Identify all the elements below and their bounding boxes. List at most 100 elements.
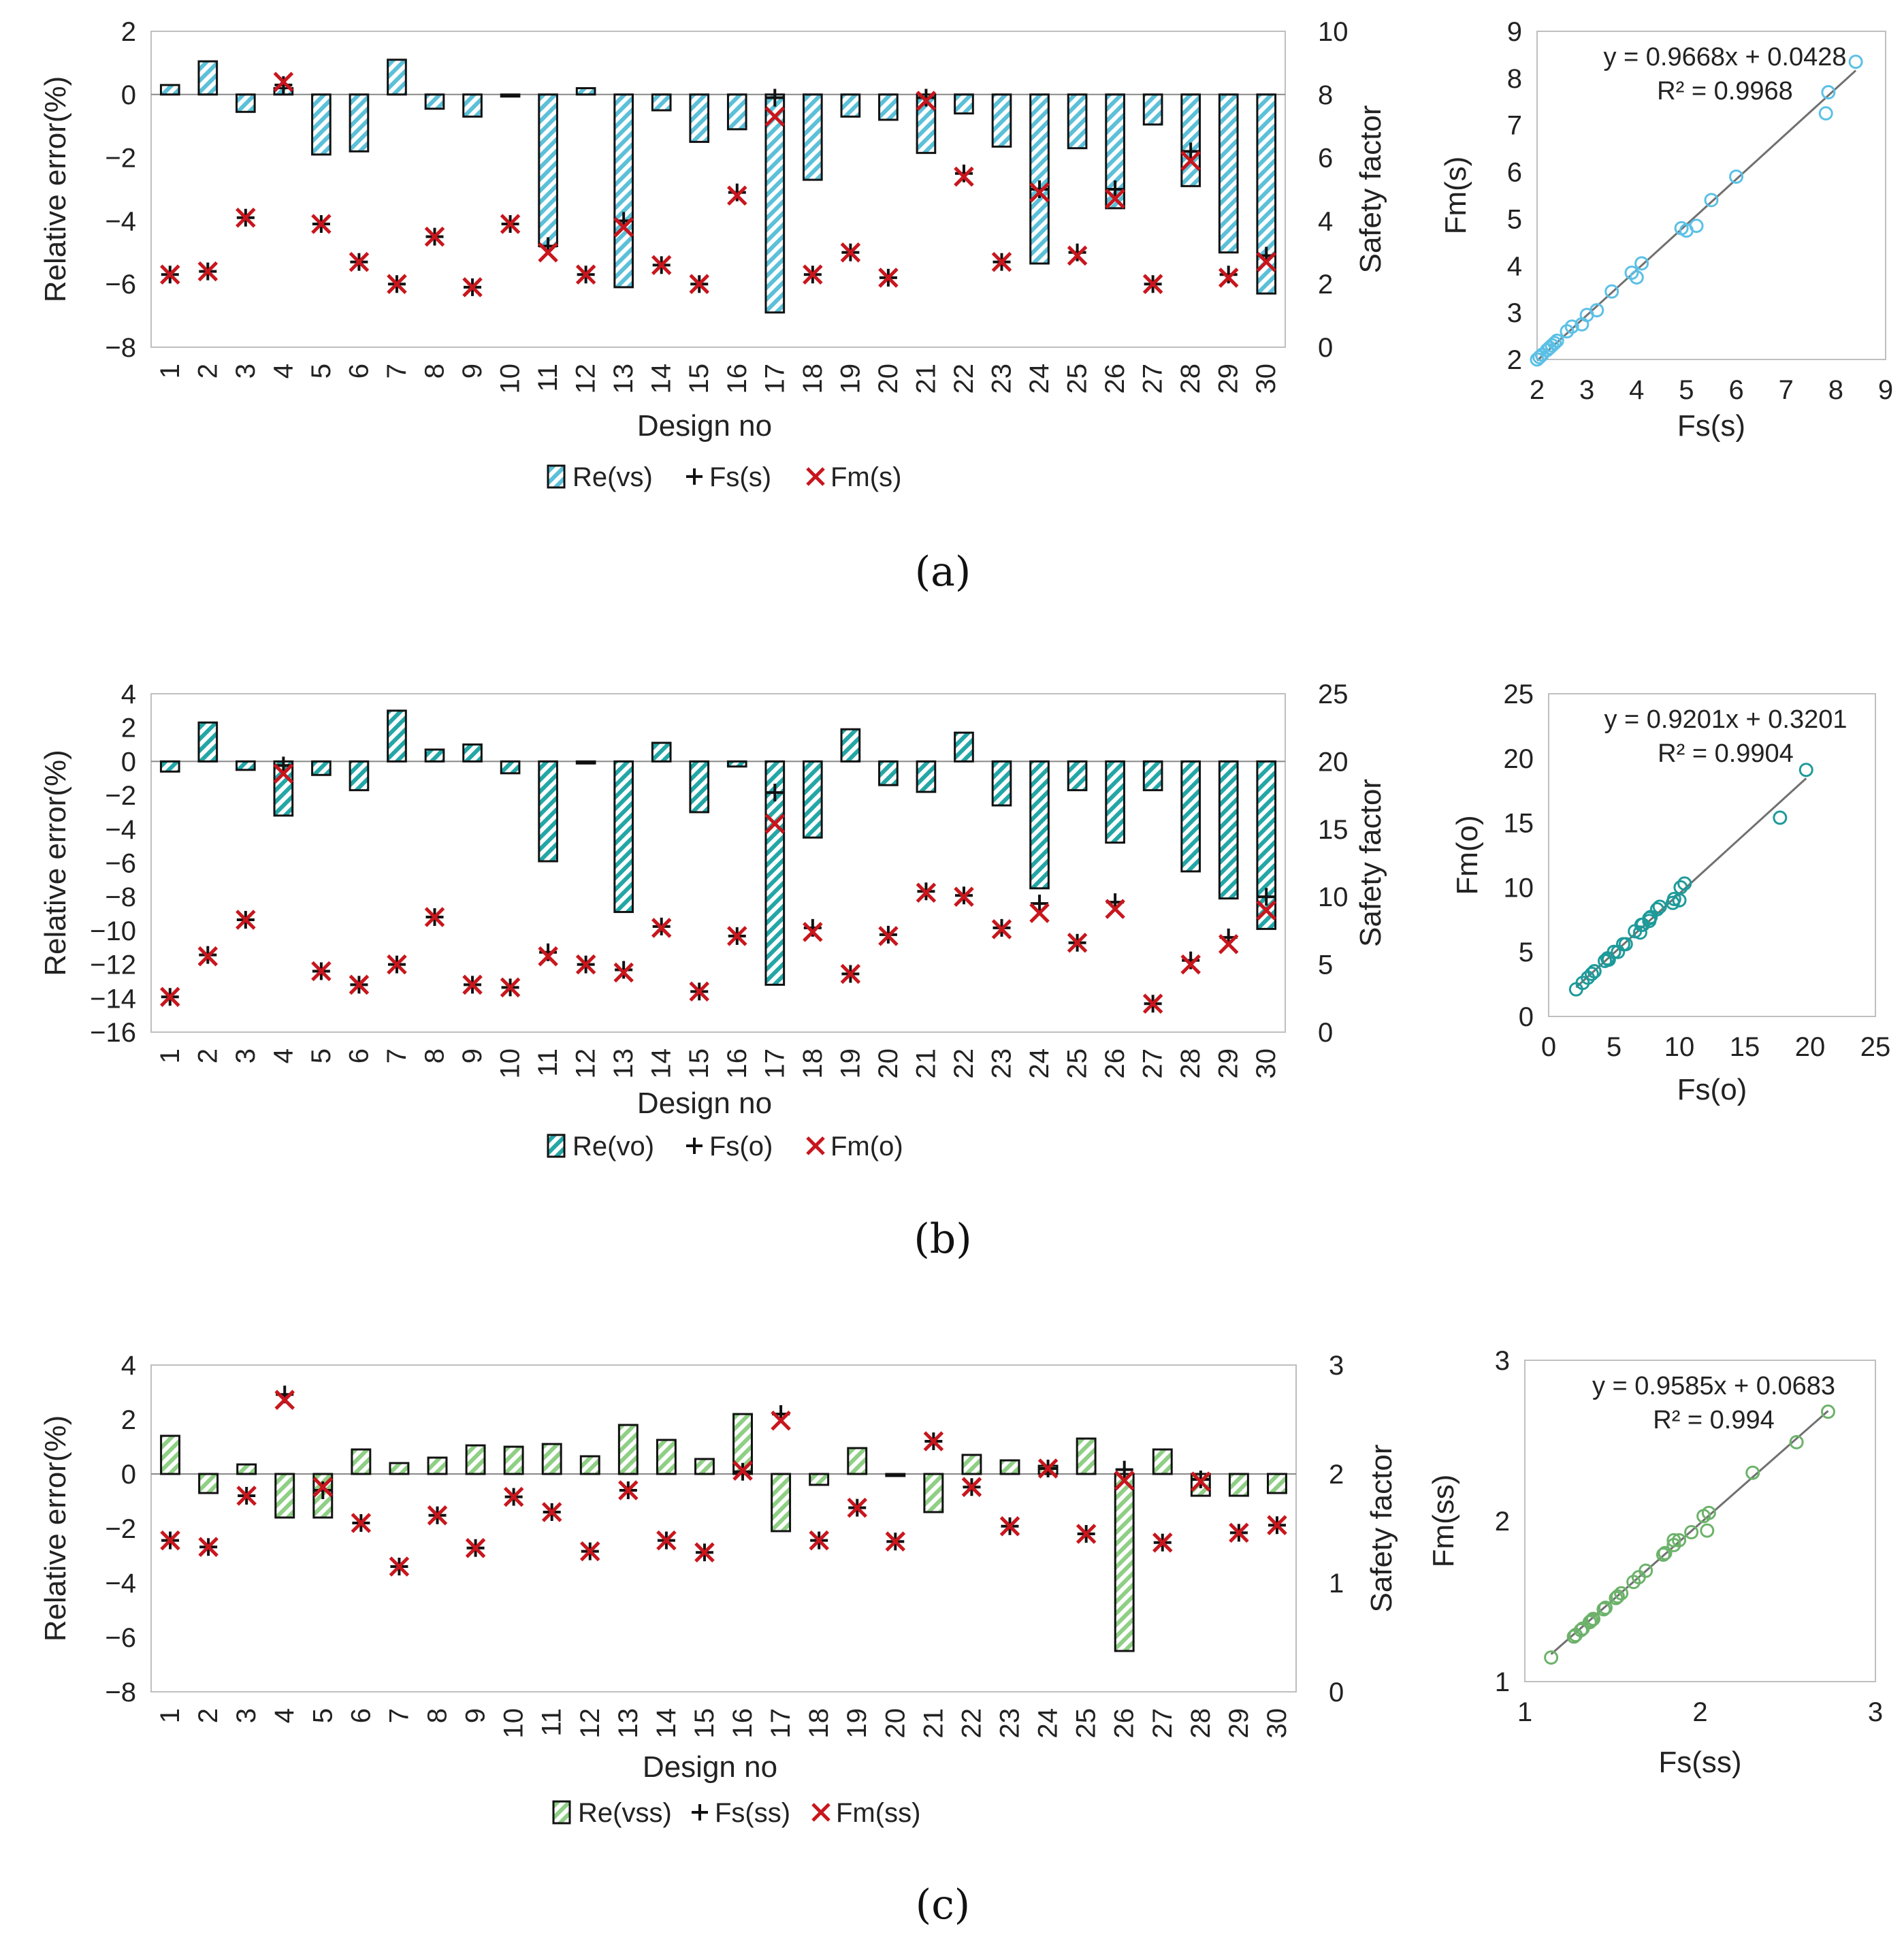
b-scatter-point: [1649, 902, 1664, 917]
c-main-xtick-label: 28: [1186, 1708, 1216, 1739]
b-main-bar: [500, 760, 521, 775]
c-main-ytick-label: −8: [105, 1678, 136, 1707]
b-main-xtick-label: 29: [1214, 1048, 1244, 1079]
a-main-xtick-label: 15: [684, 364, 714, 394]
c-main-legend-fm-label: Fm(ss): [836, 1798, 920, 1828]
b-scatter-ytick-label: 15: [1504, 809, 1534, 839]
c-main-xtick-label: 14: [651, 1708, 681, 1739]
a-main-fm-point: [387, 274, 407, 294]
b-main-fm-point: [916, 882, 937, 903]
c-main-bar: [694, 1458, 715, 1475]
c-main-bar: [961, 1454, 982, 1475]
a-scatter-r2: R² = 0.9968: [1657, 77, 1793, 106]
a-scatter-xtick-label: 6: [1728, 375, 1743, 405]
a-main-fm-point: [538, 242, 558, 263]
c-main-fm-point: [198, 1537, 219, 1557]
b-scatter-plot-frame: [1548, 693, 1876, 1017]
c-main-bar: [160, 1434, 180, 1475]
c-main-fm-point: [656, 1530, 677, 1551]
c-main-y2tick-label: 1: [1329, 1569, 1344, 1599]
b-main-xtick-label: 9: [457, 1048, 487, 1063]
a-main-bar: [1218, 93, 1239, 254]
a-main-bar: [462, 93, 483, 118]
b-main-fm-point: [159, 986, 180, 1008]
a-main-ylabel: Relative error(%): [39, 76, 72, 303]
a-main-bar: [538, 93, 558, 248]
c-main-fm-point: [160, 1530, 180, 1551]
b-main-plot-frame: [150, 693, 1286, 1033]
c-main-xtick-label: 6: [346, 1708, 376, 1723]
a-main-xtick-label: 4: [268, 364, 298, 379]
c-main-bar: [579, 1455, 600, 1475]
c-main-ylabel: Relative error(%): [39, 1415, 72, 1642]
b-main-xtick-label: 1: [155, 1048, 185, 1063]
a-main-fm-point: [273, 71, 294, 93]
a-main-y2tick-label: 10: [1318, 17, 1349, 47]
c-main-y2label: Safety factor: [1365, 1444, 1398, 1612]
c-main-y2tick-label: 2: [1329, 1460, 1344, 1490]
b-main-bar: [916, 760, 937, 793]
b-main-y2tick-label: 15: [1318, 815, 1349, 845]
a-main-fm-point: [916, 91, 937, 111]
a-scatter-point: [1590, 303, 1604, 318]
c-main-bar: [1267, 1473, 1287, 1494]
c-scatter-point: [1573, 1622, 1588, 1637]
b-main-bar: [387, 709, 407, 763]
b-scatter-ytick-label: 25: [1504, 679, 1534, 709]
b-scatter-xtick-label: 0: [1541, 1032, 1556, 1062]
a-main-bar: [613, 93, 634, 289]
c-scatter-xtick-label: 2: [1692, 1697, 1707, 1727]
c-main-bar: [1228, 1473, 1249, 1497]
b-main-bar: [726, 760, 747, 768]
a-main-xtick-label: 30: [1251, 364, 1281, 394]
b-main-bar: [1029, 760, 1050, 890]
b-main-legend-bar-label: Re(vo): [572, 1132, 654, 1161]
c-main-bar: [351, 1448, 372, 1475]
b-scatter-xtick-label: 25: [1860, 1032, 1891, 1062]
c-scatter-point: [1584, 1613, 1599, 1628]
b-main-fm-point: [840, 963, 861, 984]
b-main-legend-fs-label: Fs(o): [709, 1132, 773, 1161]
c-main-ytick-label: 0: [121, 1460, 136, 1490]
a-main-fm-point: [159, 264, 180, 285]
a-main-ytick-label: 2: [121, 17, 136, 47]
c-scatter-point: [1658, 1545, 1673, 1560]
b-main-bar: [424, 748, 445, 763]
b-main-ytick-label: −4: [105, 815, 136, 845]
b-main-y2tick-label: 0: [1318, 1018, 1333, 1048]
a-main-legend-fm-label: Fm(s): [830, 462, 901, 492]
b-scatter-equation: y = 0.9201x + 0.3201: [1604, 705, 1847, 734]
a-scatter-xtick-label: 3: [1579, 375, 1594, 405]
a-main-fm-point: [613, 216, 634, 238]
a-main-fm-point: [764, 106, 786, 127]
b-main-fm-point: [1256, 900, 1276, 920]
b-scatter-ytick-label: 20: [1504, 744, 1534, 774]
c-main-bar: [389, 1462, 410, 1475]
a-main-ytick-label: 0: [121, 80, 136, 110]
b-scatter-xtick-label: 20: [1795, 1032, 1826, 1062]
b-main-bar: [236, 760, 256, 771]
c-main-bar: [274, 1473, 295, 1519]
c-main-fm-point: [694, 1542, 715, 1562]
b-main-ytick-label: −14: [90, 984, 136, 1014]
c-scatter-point: [1544, 1650, 1559, 1665]
c-main-fm-point: [1229, 1522, 1249, 1543]
a-main-xtick-label: 29: [1214, 364, 1244, 394]
a-main-legend-bar-label: Re(vs): [572, 462, 653, 492]
c-main-ytick-label: 4: [121, 1351, 136, 1381]
a-main-bar: [387, 59, 407, 96]
b-scatter-ytick-label: 5: [1519, 937, 1534, 967]
b-main-fm-point: [613, 962, 634, 983]
c-main-legend-plus-swatch: [692, 1804, 708, 1820]
b-scatter-point: [1773, 810, 1788, 825]
a-main-bar: [197, 60, 219, 96]
a-main-xtick-label: 9: [457, 364, 487, 379]
c-scatter-point: [1672, 1533, 1687, 1547]
b-main-fm-point: [764, 814, 786, 834]
a-main-bar: [1029, 93, 1050, 265]
c-main-fm-point: [618, 1480, 639, 1501]
b-main-fm-point: [878, 926, 899, 946]
b-scatter-point: [1677, 876, 1692, 891]
c-main-xtick-label: 17: [766, 1708, 796, 1739]
c-main-bar: [427, 1456, 448, 1475]
